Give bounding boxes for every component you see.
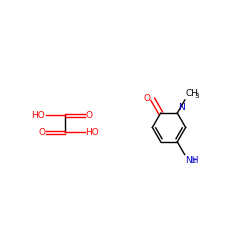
Text: 3: 3 <box>194 93 199 99</box>
Text: O: O <box>143 94 150 102</box>
Text: 2: 2 <box>192 158 196 164</box>
Text: HO: HO <box>85 128 99 137</box>
Text: O: O <box>85 111 92 120</box>
Text: N: N <box>178 103 185 112</box>
Text: NH: NH <box>185 156 199 166</box>
Text: CH: CH <box>186 89 198 98</box>
Text: O: O <box>38 128 45 137</box>
Text: HO: HO <box>31 111 45 120</box>
